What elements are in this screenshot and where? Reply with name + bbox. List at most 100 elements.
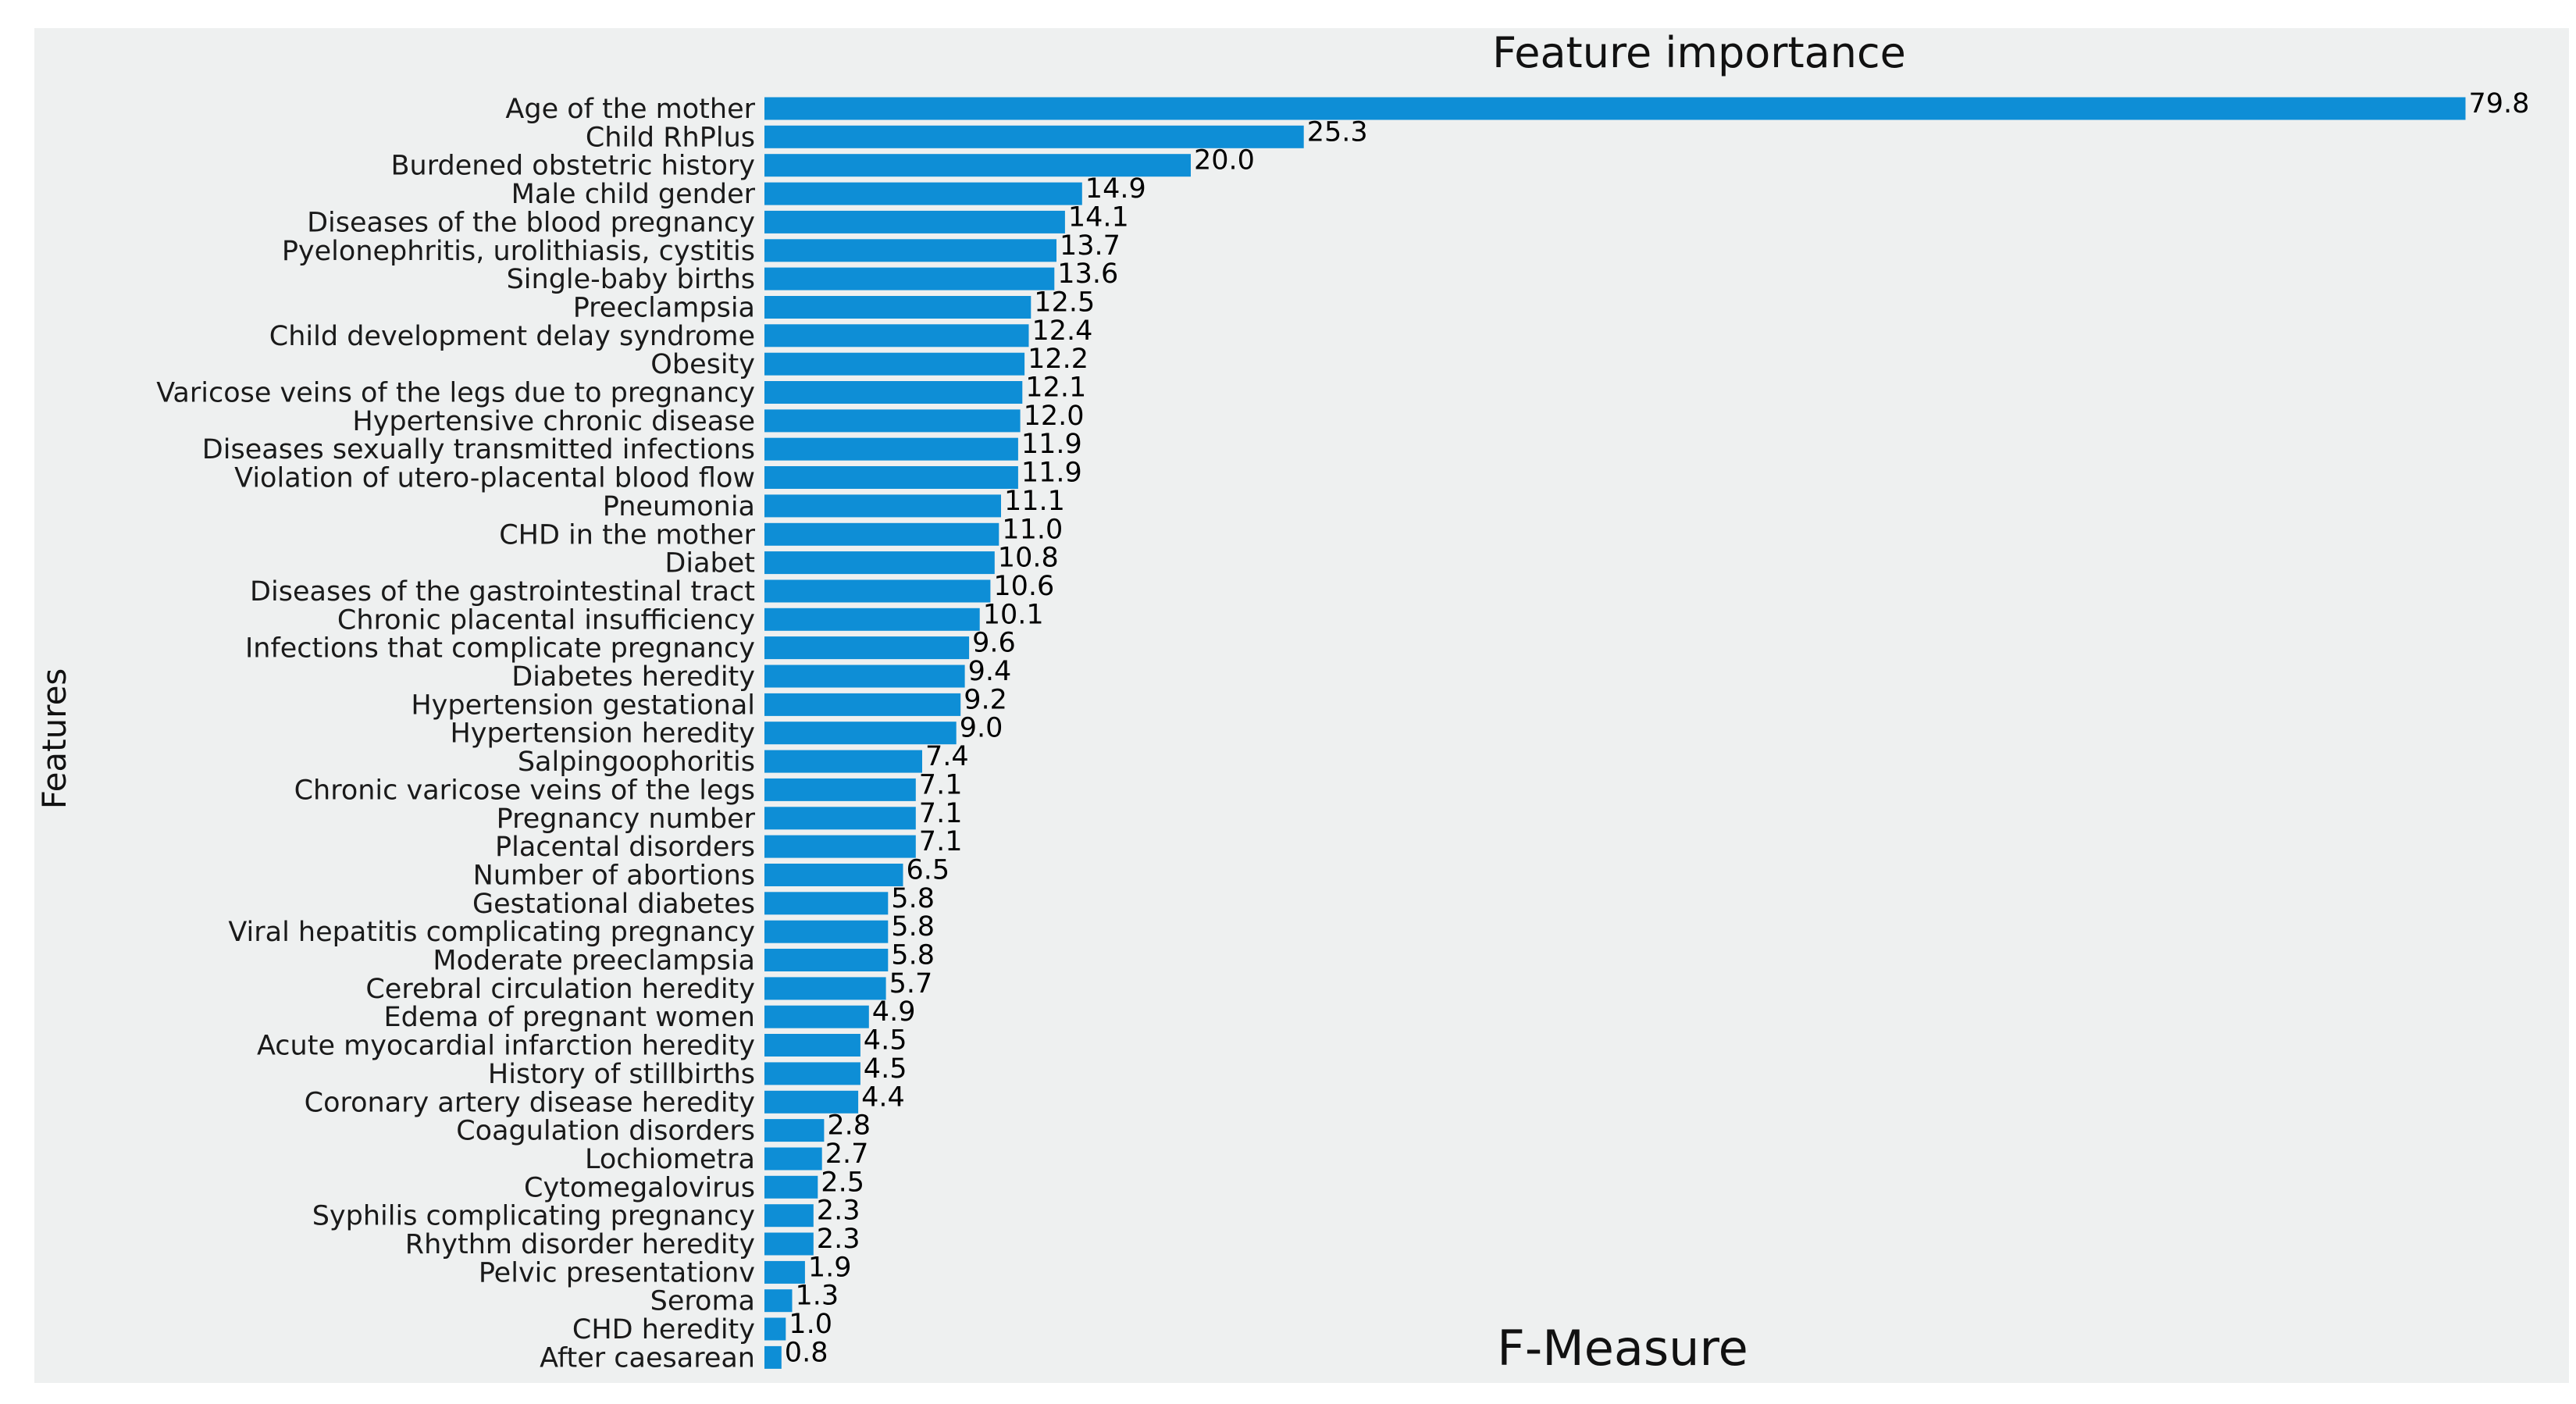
value-label-38: 2.5: [821, 1167, 864, 1198]
category-label-12: Diseases sexually transmitted infections: [202, 434, 755, 465]
bar-24: [764, 778, 916, 801]
category-label-31: Cerebral circulation heredity: [365, 974, 755, 1005]
bar-32: [764, 1005, 869, 1028]
bar-42: [764, 1289, 793, 1313]
value-label-12: 11.9: [1021, 429, 1082, 460]
bar-7: [764, 296, 1031, 319]
category-label-43: CHD heredity: [572, 1314, 755, 1345]
bar-13: [764, 466, 1018, 489]
bar-41: [764, 1260, 805, 1284]
category-label-14: Pneumonia: [603, 491, 755, 522]
category-label-8: Child development delay syndrome: [269, 321, 755, 352]
value-label-27: 6.5: [907, 855, 950, 886]
value-label-2: 20.0: [1194, 145, 1255, 176]
category-label-7: Preeclampsia: [573, 293, 755, 324]
x-axis-label: F-Measure: [1497, 1320, 1748, 1377]
bar-23: [764, 750, 922, 773]
bar-8: [764, 324, 1029, 347]
category-label-37: Lochiometra: [585, 1144, 755, 1175]
bar-26: [764, 835, 916, 858]
category-label-27: Number of abortions: [473, 861, 755, 892]
value-label-37: 2.7: [825, 1139, 869, 1170]
bar-5: [764, 239, 1056, 262]
value-label-9: 12.2: [1028, 344, 1088, 375]
category-label-16: Diabet: [664, 548, 755, 579]
category-label-15: CHD in the mother: [499, 519, 755, 551]
category-label-19: Infections that complicate pregnancy: [245, 633, 755, 665]
bar-6: [764, 267, 1055, 290]
value-label-43: 1.0: [789, 1309, 832, 1340]
bar-30: [764, 949, 889, 971]
value-label-30: 5.8: [891, 940, 935, 971]
category-label-39: Syphilis complicating pregnancy: [312, 1201, 755, 1232]
bars-group: [764, 97, 2466, 1369]
bar-4: [764, 210, 1065, 233]
category-label-22: Hypertension heredity: [450, 718, 755, 750]
bar-29: [764, 920, 889, 943]
value-label-35: 4.4: [861, 1082, 905, 1113]
category-label-40: Rhythm disorder heredity: [405, 1229, 755, 1260]
value-label-28: 5.8: [891, 883, 935, 914]
bar-25: [764, 807, 916, 830]
bar-35: [764, 1090, 859, 1114]
category-label-9: Obesity: [650, 349, 755, 380]
category-label-41: Pelvic presentationv: [479, 1257, 755, 1288]
value-label-22: 9.0: [960, 713, 1003, 744]
value-label-15: 11.0: [1002, 514, 1063, 545]
category-label-29: Viral hepatitis complicating pregnancy: [228, 917, 755, 948]
value-label-20: 9.4: [968, 656, 1012, 687]
bar-0: [764, 97, 2466, 120]
category-label-26: Placental disorders: [495, 832, 755, 863]
category-label-23: Salpingoophoritis: [518, 747, 755, 778]
category-label-44: After caesarean: [540, 1342, 755, 1374]
bar-43: [764, 1317, 786, 1341]
bar-19: [764, 636, 970, 660]
category-label-35: Coronary artery disease heredity: [305, 1087, 755, 1118]
bar-27: [764, 864, 903, 886]
bar-15: [764, 522, 999, 546]
value-label-7: 12.5: [1034, 287, 1095, 319]
value-label-44: 0.8: [785, 1337, 828, 1368]
category-label-38: Cytomegalovirus: [524, 1172, 755, 1203]
category-label-4: Diseases of the blood pregnancy: [307, 207, 755, 238]
bar-14: [764, 494, 1001, 518]
category-label-3: Male child gender: [511, 179, 756, 210]
bar-39: [764, 1204, 814, 1228]
category-label-2: Burdened obstetric history: [391, 151, 755, 182]
value-label-34: 4.5: [864, 1053, 907, 1085]
category-label-6: Single-baby births: [507, 264, 755, 295]
category-label-18: Chronic placental insufficiency: [337, 604, 755, 636]
value-label-17: 10.6: [993, 571, 1054, 602]
value-label-21: 9.2: [964, 684, 1007, 715]
category-label-24: Chronic varicose veins of the legs: [294, 775, 755, 806]
value-label-10: 12.1: [1025, 372, 1086, 404]
chart-title: Feature importance: [1492, 28, 1906, 77]
category-label-0: Age of the mother: [505, 94, 755, 125]
category-label-34: History of stillbirths: [488, 1059, 755, 1090]
value-label-36: 2.8: [827, 1110, 871, 1142]
bar-1: [764, 125, 1304, 148]
value-label-5: 13.7: [1060, 230, 1121, 262]
bar-3: [764, 182, 1082, 205]
category-label-30: Moderate preeclampsia: [433, 946, 755, 977]
category-label-10: Varicose veins of the legs due to pregna…: [156, 378, 755, 409]
chart-background: [34, 28, 2569, 1383]
bar-9: [764, 352, 1025, 376]
y-axis-label: Features: [35, 668, 73, 810]
value-label-19: 9.6: [972, 628, 1016, 659]
bar-16: [764, 551, 995, 575]
bar-10: [764, 381, 1023, 404]
category-label-21: Hypertension gestational: [411, 690, 755, 721]
value-label-23: 7.4: [925, 741, 969, 772]
category-label-32: Edema of pregnant women: [384, 1002, 756, 1033]
value-label-4: 14.1: [1068, 201, 1129, 233]
category-label-17: Diseases of the gastrointestinal tract: [250, 576, 755, 608]
bar-21: [764, 693, 961, 716]
bar-28: [764, 892, 889, 915]
value-label-42: 1.3: [796, 1281, 839, 1312]
value-label-33: 4.5: [864, 1025, 907, 1057]
value-label-13: 11.9: [1021, 458, 1082, 489]
category-label-25: Pregnancy number: [497, 804, 756, 835]
